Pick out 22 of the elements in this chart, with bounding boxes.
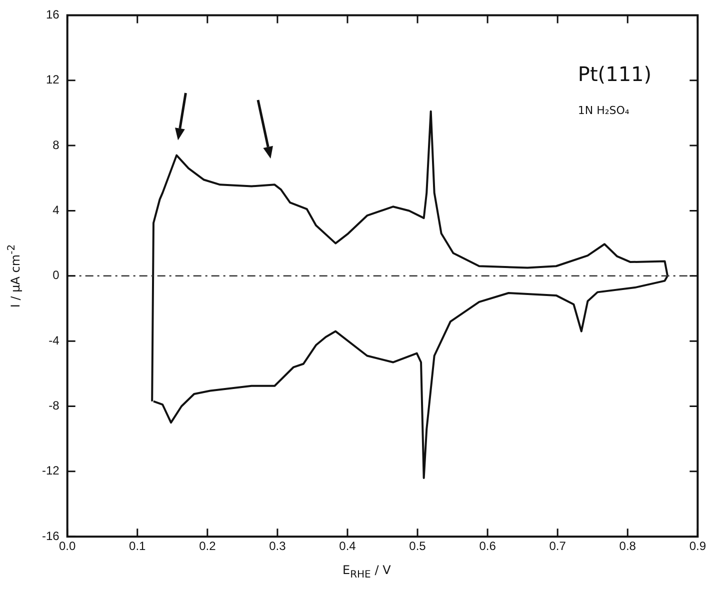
- y-tick-label: -4: [48, 333, 60, 348]
- y-tick-label: 12: [46, 72, 60, 87]
- y-tick-label: 16: [46, 8, 60, 22]
- x-tick-label: 0.0: [59, 539, 76, 554]
- annotation: 1N H₂SO₄: [578, 104, 630, 117]
- y-tick-label: -16: [42, 528, 60, 543]
- y-tick-label: -12: [42, 464, 60, 478]
- x-tick-label: 0.8: [619, 539, 636, 554]
- x-tick-label: 0.2: [199, 539, 216, 554]
- x-tick-label: 0.3: [269, 539, 286, 554]
- x-tick-label: 0.9: [689, 539, 706, 554]
- y-tick-label: 4: [52, 203, 60, 218]
- y-tick-label: 8: [52, 138, 60, 152]
- x-tick-label: 0.1: [129, 539, 146, 554]
- y-tick-label: 0: [52, 268, 60, 282]
- y-tick-label: -8: [48, 398, 60, 413]
- x-axis-title: E$_{RHE}$ / V: [342, 562, 391, 580]
- annotation: Pt(111): [578, 62, 652, 86]
- x-tick-label: 0.6: [479, 539, 496, 554]
- x-tick-label: 0.7: [549, 539, 566, 554]
- x-tick-label: 0.4: [339, 539, 356, 554]
- x-tick-label: 0.5: [409, 539, 426, 554]
